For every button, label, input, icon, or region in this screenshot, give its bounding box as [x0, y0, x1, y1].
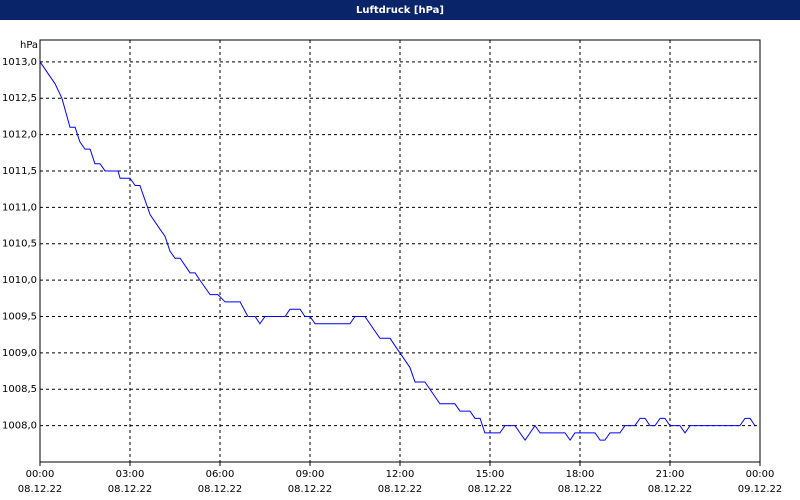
x-tick-label: 00:00: [746, 469, 775, 480]
x-tick-date: 09.12.22: [738, 484, 783, 495]
y-tick-label: 1012,5: [2, 93, 37, 104]
x-tick-date: 08.12.22: [648, 484, 693, 495]
y-tick-label: 1012,0: [2, 130, 37, 141]
y-axis-label: hPa: [20, 40, 38, 51]
x-tick-label: 12:00: [386, 469, 415, 480]
x-tick-label: 21:00: [656, 469, 685, 480]
x-tick-date: 08.12.22: [198, 484, 243, 495]
y-tick-label: 1011,5: [2, 166, 37, 177]
x-tick-date: 08.12.22: [18, 484, 63, 495]
y-tick-label: 1008,5: [2, 384, 37, 395]
y-tick-label: 1011,0: [2, 202, 37, 213]
x-tick-label: 09:00: [296, 469, 325, 480]
chart-title: Luftdruck [hPa]: [356, 5, 444, 16]
x-tick-date: 08.12.22: [558, 484, 603, 495]
x-tick-label: 00:00: [26, 469, 55, 480]
x-tick-date: 08.12.22: [468, 484, 513, 495]
x-tick-date: 08.12.22: [108, 484, 153, 495]
y-tick-label: 1009,5: [2, 311, 37, 322]
x-tick-label: 15:00: [476, 469, 505, 480]
data-line: [39, 61, 756, 442]
y-tick-label: 1010,0: [2, 275, 37, 286]
title-bar: [0, 0, 800, 20]
y-tick-label: 1010,5: [2, 239, 37, 250]
y-tick-label: 1013,0: [2, 57, 37, 68]
x-tick-label: 18:00: [566, 469, 595, 480]
y-tick-label: 1008,0: [2, 421, 37, 432]
x-tick-label: 03:00: [116, 469, 145, 480]
x-tick-date: 08.12.22: [378, 484, 423, 495]
y-tick-label: 1009,0: [2, 348, 37, 359]
x-tick-date: 08.12.22: [288, 484, 333, 495]
x-tick-label: 06:00: [206, 469, 235, 480]
